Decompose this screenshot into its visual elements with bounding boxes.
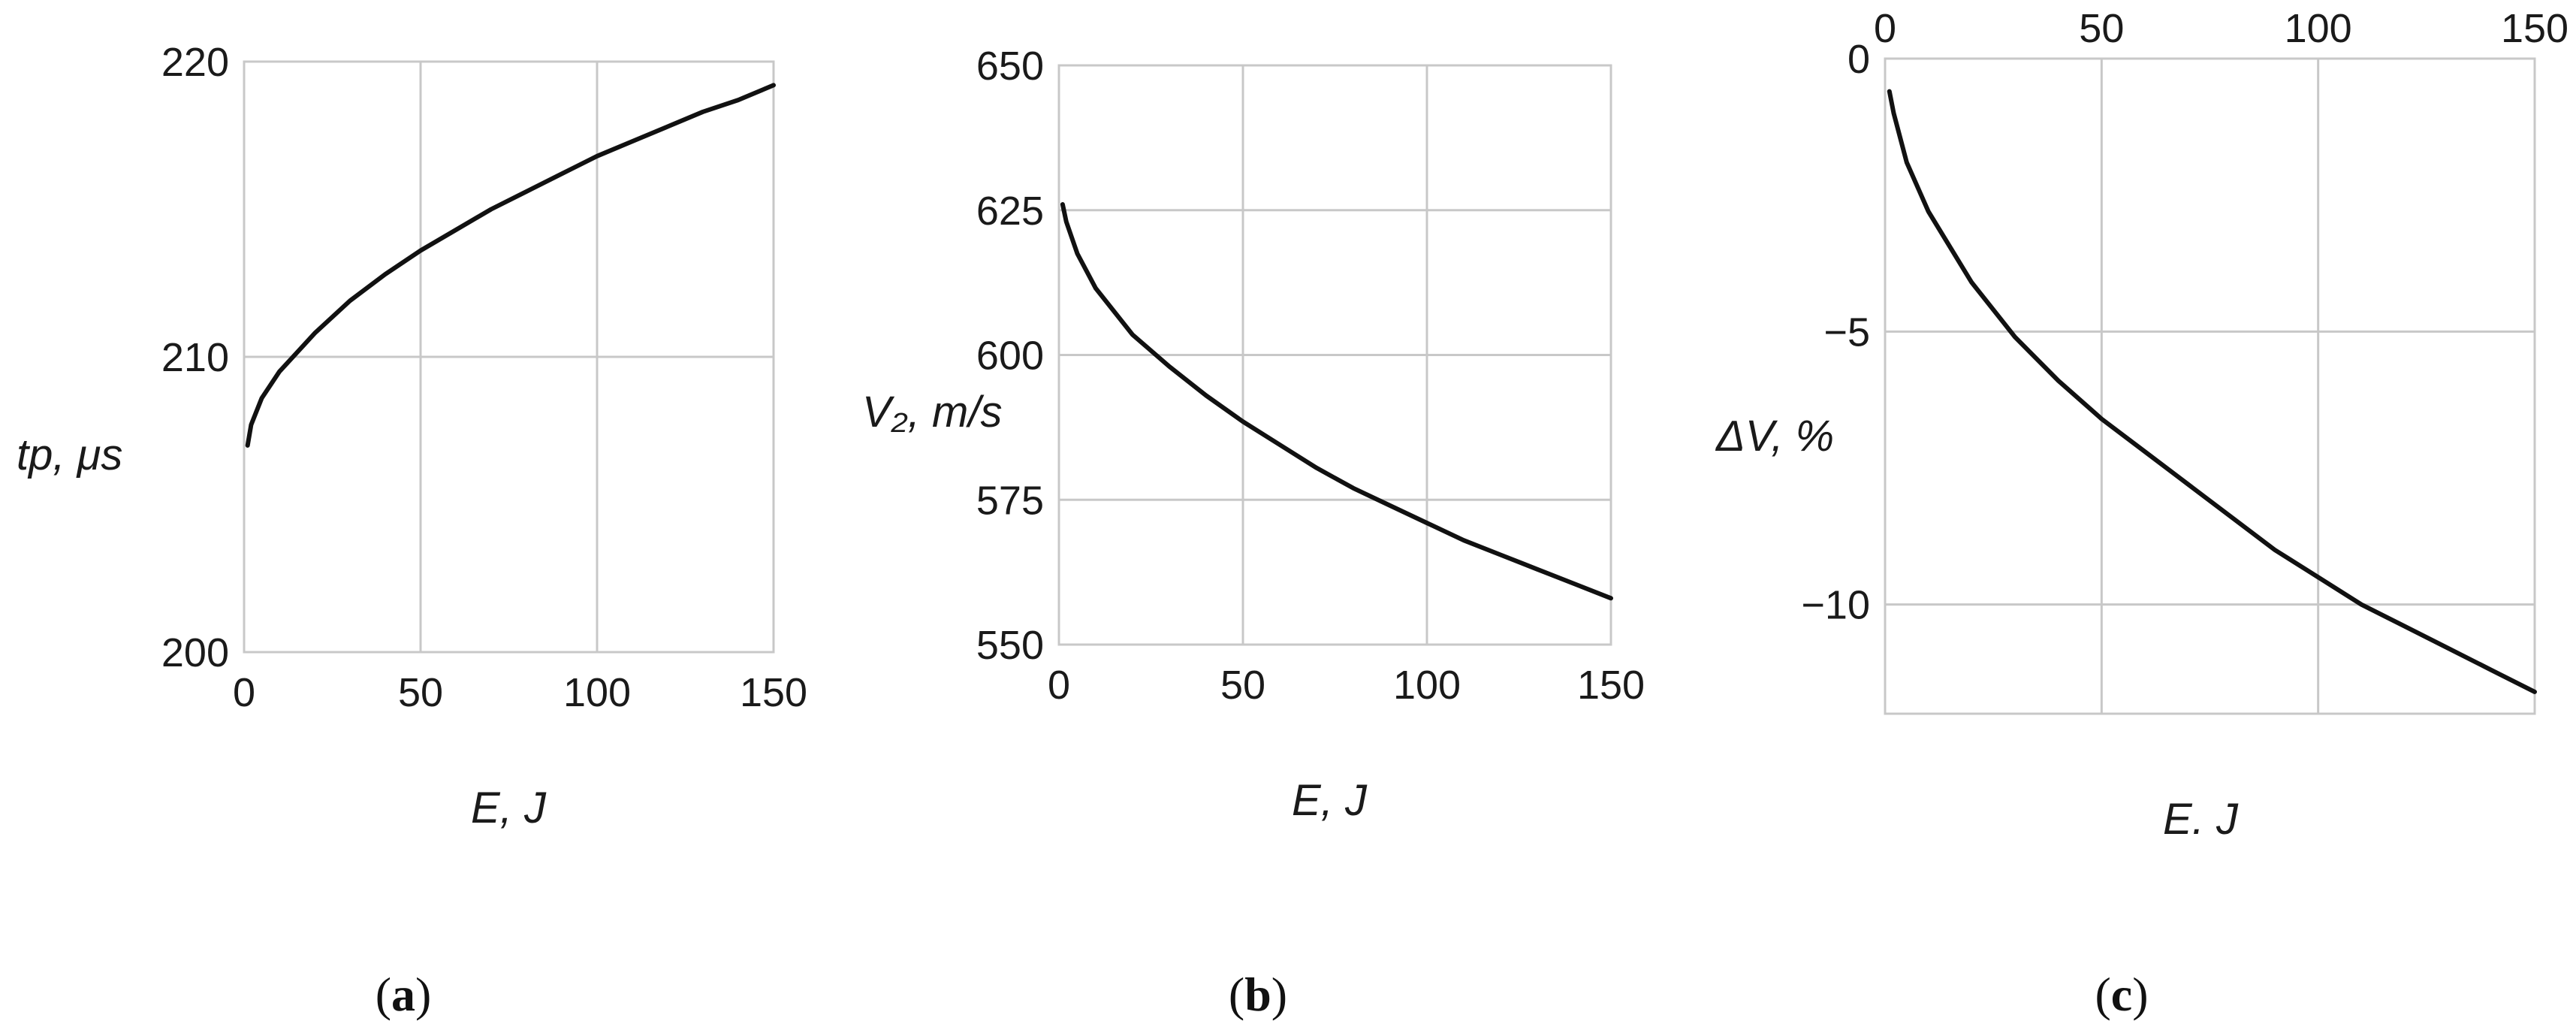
x-tick-label: 0 <box>1874 6 1896 51</box>
caption-letter: b <box>1244 968 1271 1021</box>
y-tick-label: 650 <box>976 44 1044 89</box>
caption-close-paren: ) <box>415 968 431 1021</box>
y-tick-label: 625 <box>976 189 1044 234</box>
chart-a: 0 50 100 150 200 210 220 E, J tp, μs (a) <box>17 40 807 1021</box>
x-tick-label: 100 <box>2285 6 2352 51</box>
caption-open-paren: ( <box>376 968 391 1021</box>
y-tick-label: 220 <box>161 40 229 85</box>
plot-frame <box>243 60 775 654</box>
x-tick-label: 150 <box>740 670 807 715</box>
x-axis-label: E, J <box>471 784 547 832</box>
caption-open-paren: ( <box>2095 968 2110 1021</box>
x-tick-label: 0 <box>1048 663 1070 708</box>
x-tick-label: 0 <box>233 670 255 715</box>
panel-caption: (c) <box>2095 968 2148 1021</box>
caption-letter: a <box>391 968 415 1021</box>
plot-frame <box>1884 57 2536 715</box>
y-tick-label: 600 <box>976 334 1044 379</box>
x-tick-label: 50 <box>2079 6 2124 51</box>
caption-close-paren: ) <box>1271 968 1287 1021</box>
x-tick-label: 50 <box>398 670 443 715</box>
caption-open-paren: ( <box>1229 968 1244 1021</box>
series-line <box>1887 89 2537 694</box>
chart-c: 0 50 100 150 0 −5 −10 E. J ΔV, % (c) <box>1715 6 2568 1021</box>
y-tick-label: 0 <box>1848 37 1870 82</box>
panel-caption: (a) <box>376 968 432 1021</box>
y-axis-label: V₂, m/s <box>862 388 1002 436</box>
y-axis-label: tp, μs <box>17 430 122 479</box>
x-axis-label: E, J <box>1292 776 1368 825</box>
x-axis-label: E. J <box>2163 795 2239 844</box>
x-tick-label: 100 <box>563 670 631 715</box>
y-tick-label: 575 <box>976 478 1044 523</box>
x-tick-label: 150 <box>2501 6 2568 51</box>
x-tick-label: 50 <box>1220 663 1265 708</box>
caption-close-paren: ) <box>2132 968 2148 1021</box>
caption-letter: c <box>2111 968 2132 1021</box>
series-line <box>1060 202 1613 601</box>
y-tick-label: −5 <box>1823 310 1870 355</box>
panel-caption: (b) <box>1229 968 1287 1021</box>
chart-b: 0 50 100 150 550 575 600 625 650 E, J V₂, m/s (b) <box>862 44 1645 1021</box>
y-tick-label: 210 <box>161 335 229 380</box>
y-tick-label: 200 <box>161 630 229 675</box>
series-line <box>245 83 776 448</box>
y-axis-label: ΔV, % <box>1715 412 1834 461</box>
y-tick-label: −10 <box>1801 583 1870 628</box>
x-tick-label: 150 <box>1577 663 1645 708</box>
x-tick-label: 100 <box>1393 663 1461 708</box>
plot-frame <box>1057 64 1612 646</box>
y-tick-label: 550 <box>976 623 1044 668</box>
